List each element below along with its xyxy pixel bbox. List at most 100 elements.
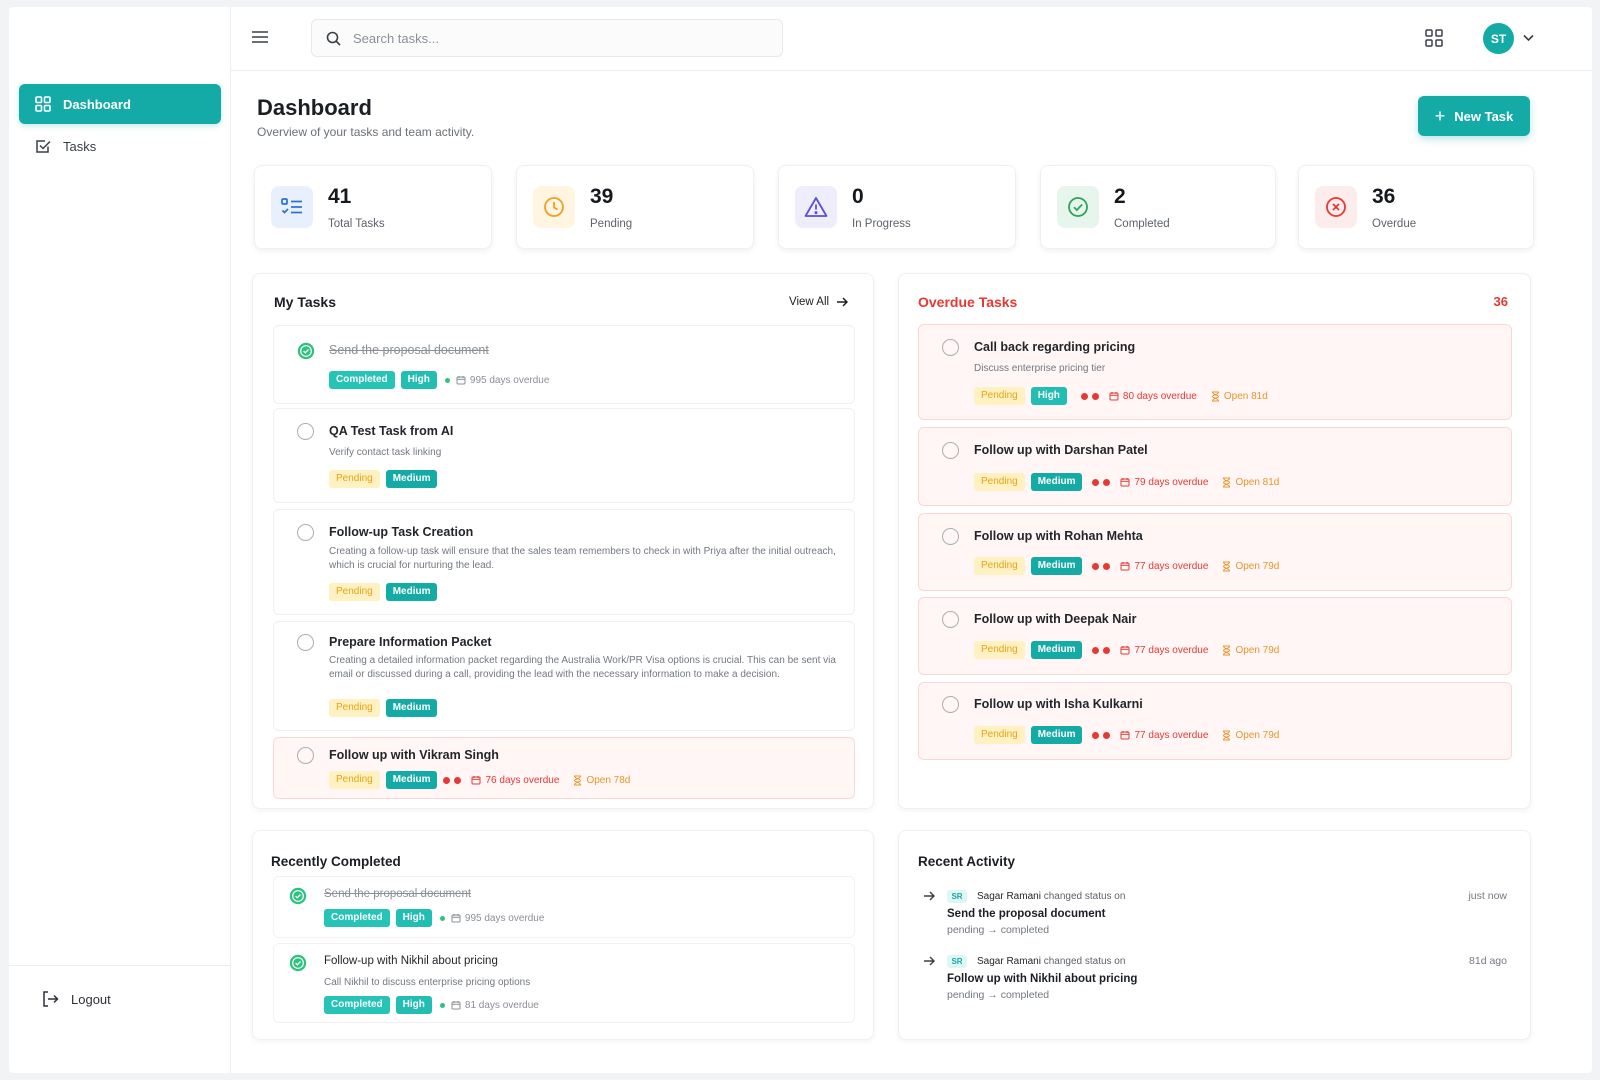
task-checkbox[interactable] — [942, 696, 959, 713]
overdue-dot — [443, 776, 451, 784]
priority-badge: Medium — [1030, 557, 1083, 575]
hourglass-icon — [1223, 477, 1231, 487]
sidebar: Dashboard Tasks Logout — [9, 7, 231, 1073]
activity-item[interactable]: SR Sagar Ramani changed status on Send t… — [921, 890, 1507, 940]
task-description: Creating a detailed information packet r… — [329, 655, 836, 680]
task-row[interactable]: Follow-up Task Creation Creating a follo… — [273, 509, 855, 615]
check-circle-icon[interactable] — [297, 342, 315, 360]
overdue-info: 79 days overdue — [1120, 477, 1208, 488]
open-duration: Open 81d — [1222, 477, 1279, 488]
activity-user: Sagar Ramani — [977, 956, 1041, 967]
stat-label: Pending — [590, 218, 633, 230]
overdue-dot — [1103, 478, 1111, 486]
task-description: Verify contact task linking — [329, 447, 442, 458]
view-all-link[interactable]: View All — [789, 296, 849, 308]
arrow-right-icon — [924, 956, 935, 966]
task-checkbox[interactable] — [297, 634, 314, 651]
checkbox-icon — [36, 140, 51, 153]
calendar-icon — [471, 776, 481, 785]
stat-label: Overdue — [1372, 218, 1417, 230]
task-title: Send the proposal document — [329, 343, 489, 357]
priority-badge: Medium — [385, 470, 438, 488]
overdue-dot — [1092, 562, 1100, 570]
overdue-info: 77 days overdue — [1120, 730, 1208, 741]
calendar-icon — [1120, 562, 1130, 571]
hourglass-icon — [1211, 391, 1219, 401]
task-row[interactable]: QA Test Task from AI Verify contact task… — [273, 408, 855, 503]
sidebar-item-dashboard[interactable]: Dashboard — [19, 84, 221, 124]
overdue-task-row[interactable]: Call back regarding pricing Discuss ente… — [918, 324, 1512, 420]
chevron-down-icon[interactable] — [1523, 34, 1534, 42]
overdue-task-row[interactable]: Follow up with Isha Kulkarni Pending Med… — [918, 682, 1512, 760]
task-checkbox[interactable] — [297, 747, 314, 764]
status-badge: Pending — [329, 583, 380, 601]
stat-label: Total Tasks — [328, 218, 385, 230]
stat-card-completed: 2 Completed — [1040, 165, 1276, 249]
task-title: Follow up with Deepak Nair — [974, 612, 1137, 626]
task-checkbox[interactable] — [297, 524, 314, 541]
overdue-tasks-card: Overdue Tasks 36 Call back regarding pri… — [898, 273, 1531, 809]
hourglass-icon — [1223, 645, 1231, 655]
stat-value: 41 — [328, 185, 352, 208]
task-row[interactable]: Follow up with Vikram Singh Pending Medi… — [273, 737, 855, 799]
activity-item[interactable]: SR Sagar Ramani changed status on Follow… — [921, 955, 1507, 1005]
plus-icon: + — [1434, 106, 1446, 126]
task-checkbox[interactable] — [942, 528, 959, 545]
menu-icon[interactable] — [251, 29, 269, 45]
activity-task: Follow up with Nikhil about pricing — [947, 973, 1138, 985]
completed-task-row[interactable]: Follow-up with Nikhil about pricing Call… — [273, 943, 855, 1023]
status-badge: Completed — [324, 909, 390, 927]
task-title: Follow up with Rohan Mehta — [974, 529, 1143, 543]
status-badge: Pending — [329, 470, 380, 488]
priority-badge: Medium — [385, 699, 438, 717]
calendar-icon — [1120, 478, 1130, 487]
overdue-tasks-title: Overdue Tasks — [918, 294, 1018, 310]
task-checkbox[interactable] — [297, 423, 314, 440]
new-task-button[interactable]: + New Task — [1418, 96, 1530, 136]
priority-badge: High — [1030, 387, 1067, 405]
activity-change: pending → completed — [947, 989, 1050, 1001]
task-checkbox[interactable] — [942, 442, 959, 459]
check-circle-icon[interactable] — [289, 887, 307, 905]
status-badge: Pending — [329, 771, 380, 789]
user-initials-badge: SR — [947, 955, 967, 968]
user-avatar[interactable]: ST — [1483, 23, 1514, 54]
stat-value: 39 — [590, 185, 614, 208]
completed-task-row[interactable]: Send the proposal document Completed Hig… — [273, 876, 855, 938]
task-checkbox[interactable] — [942, 339, 959, 356]
activity-task: Send the proposal document — [947, 908, 1106, 920]
apps-grid-icon[interactable] — [1425, 29, 1443, 47]
search-icon — [326, 31, 341, 46]
overdue-info: 995 days overdue — [456, 375, 549, 386]
calendar-icon — [456, 376, 466, 385]
page-title: Dashboard — [257, 95, 372, 120]
task-tags: Completed High 81 days overdue — [324, 996, 539, 1014]
task-tags: Completed High 995 days overdue — [329, 371, 549, 389]
task-row[interactable]: Send the proposal document Completed Hig… — [273, 325, 855, 404]
app-window: Dashboard Tasks Logout ST Dashboard Over… — [9, 7, 1592, 1073]
priority-badge: High — [400, 371, 437, 389]
list-icon — [271, 186, 313, 228]
task-title: Prepare Information Packet — [329, 635, 492, 649]
status-badge: Pending — [974, 473, 1025, 491]
overdue-task-row[interactable]: Follow up with Deepak Nair Pending Mediu… — [918, 597, 1512, 675]
calendar-icon — [451, 1001, 461, 1010]
logout-label: Logout — [71, 991, 111, 1007]
task-tags: Pending Medium 77 days overdue Open 79d — [974, 726, 1279, 744]
task-checkbox[interactable] — [942, 611, 959, 628]
overdue-dot — [1080, 392, 1088, 400]
task-description: Discuss enterprise pricing tier — [974, 363, 1106, 374]
overdue-task-row[interactable]: Follow up with Rohan Mehta Pending Mediu… — [918, 513, 1512, 591]
check-circle-icon[interactable] — [289, 954, 307, 972]
overdue-task-row[interactable]: Follow up with Darshan Patel Pending Med… — [918, 427, 1512, 506]
task-row[interactable]: Prepare Information Packet Creating a de… — [273, 621, 855, 731]
task-title: Follow up with Vikram Singh — [329, 748, 499, 762]
calendar-icon — [1120, 731, 1130, 740]
search-input[interactable] — [353, 30, 753, 46]
task-title: Call back regarding pricing — [974, 340, 1136, 354]
sidebar-item-tasks[interactable]: Tasks — [19, 126, 221, 166]
sidebar-item-label: Dashboard — [63, 96, 131, 112]
stat-value: 36 — [1372, 185, 1396, 208]
task-title: Follow-up Task Creation — [329, 525, 474, 539]
logout-button[interactable]: Logout — [41, 990, 111, 1008]
